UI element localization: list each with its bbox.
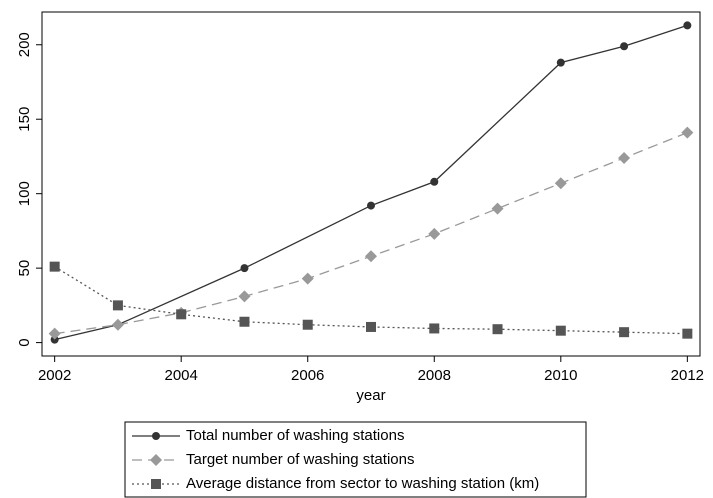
- x-tick-label: 2004: [165, 367, 198, 384]
- plot-frame: [41, 11, 701, 357]
- marker: [238, 290, 251, 303]
- y-tick-label: 0: [16, 338, 33, 346]
- legend-label: Target number of washing stations: [186, 451, 414, 468]
- series-line: [54, 132, 688, 335]
- marker: [176, 309, 187, 320]
- marker: [556, 58, 565, 67]
- marker: [554, 177, 567, 190]
- marker: [430, 177, 439, 186]
- marker: [620, 42, 629, 51]
- x-tick-label: 2012: [671, 367, 704, 384]
- series-line: [54, 24, 688, 341]
- x-tick-label: 2010: [544, 367, 577, 384]
- marker: [681, 126, 694, 139]
- x-tick-label: 2006: [291, 367, 324, 384]
- marker: [491, 202, 504, 215]
- x-tick-label: 2002: [38, 367, 71, 384]
- marker: [111, 318, 124, 331]
- legend-marker: [152, 432, 160, 440]
- marker: [49, 261, 60, 272]
- marker: [619, 327, 630, 338]
- marker: [301, 272, 314, 285]
- legend-box: [124, 421, 587, 498]
- marker: [683, 21, 692, 30]
- legend-marker: [151, 479, 161, 489]
- marker: [555, 325, 566, 336]
- y-tick-label: 200: [16, 32, 33, 57]
- legend-label: Average distance from sector to washing …: [186, 475, 539, 492]
- marker: [366, 321, 376, 332]
- y-tick-label: 100: [16, 181, 33, 206]
- marker: [112, 300, 123, 311]
- x-axis-label: year: [356, 387, 385, 404]
- marker: [240, 264, 249, 273]
- marker: [618, 151, 631, 164]
- series-line: [54, 266, 688, 335]
- marker: [492, 324, 503, 335]
- marker: [302, 319, 313, 330]
- marker: [682, 328, 693, 339]
- marker: [429, 323, 440, 334]
- y-tick-label: 50: [16, 260, 33, 277]
- marker: [365, 250, 377, 263]
- legend-marker: [150, 454, 162, 466]
- x-tick-label: 2008: [418, 367, 451, 384]
- marker: [428, 227, 441, 240]
- marker: [367, 201, 375, 210]
- marker: [239, 316, 250, 327]
- y-tick-label: 150: [16, 107, 33, 132]
- legend-label: Total number of washing stations: [186, 427, 404, 444]
- marker: [48, 327, 61, 340]
